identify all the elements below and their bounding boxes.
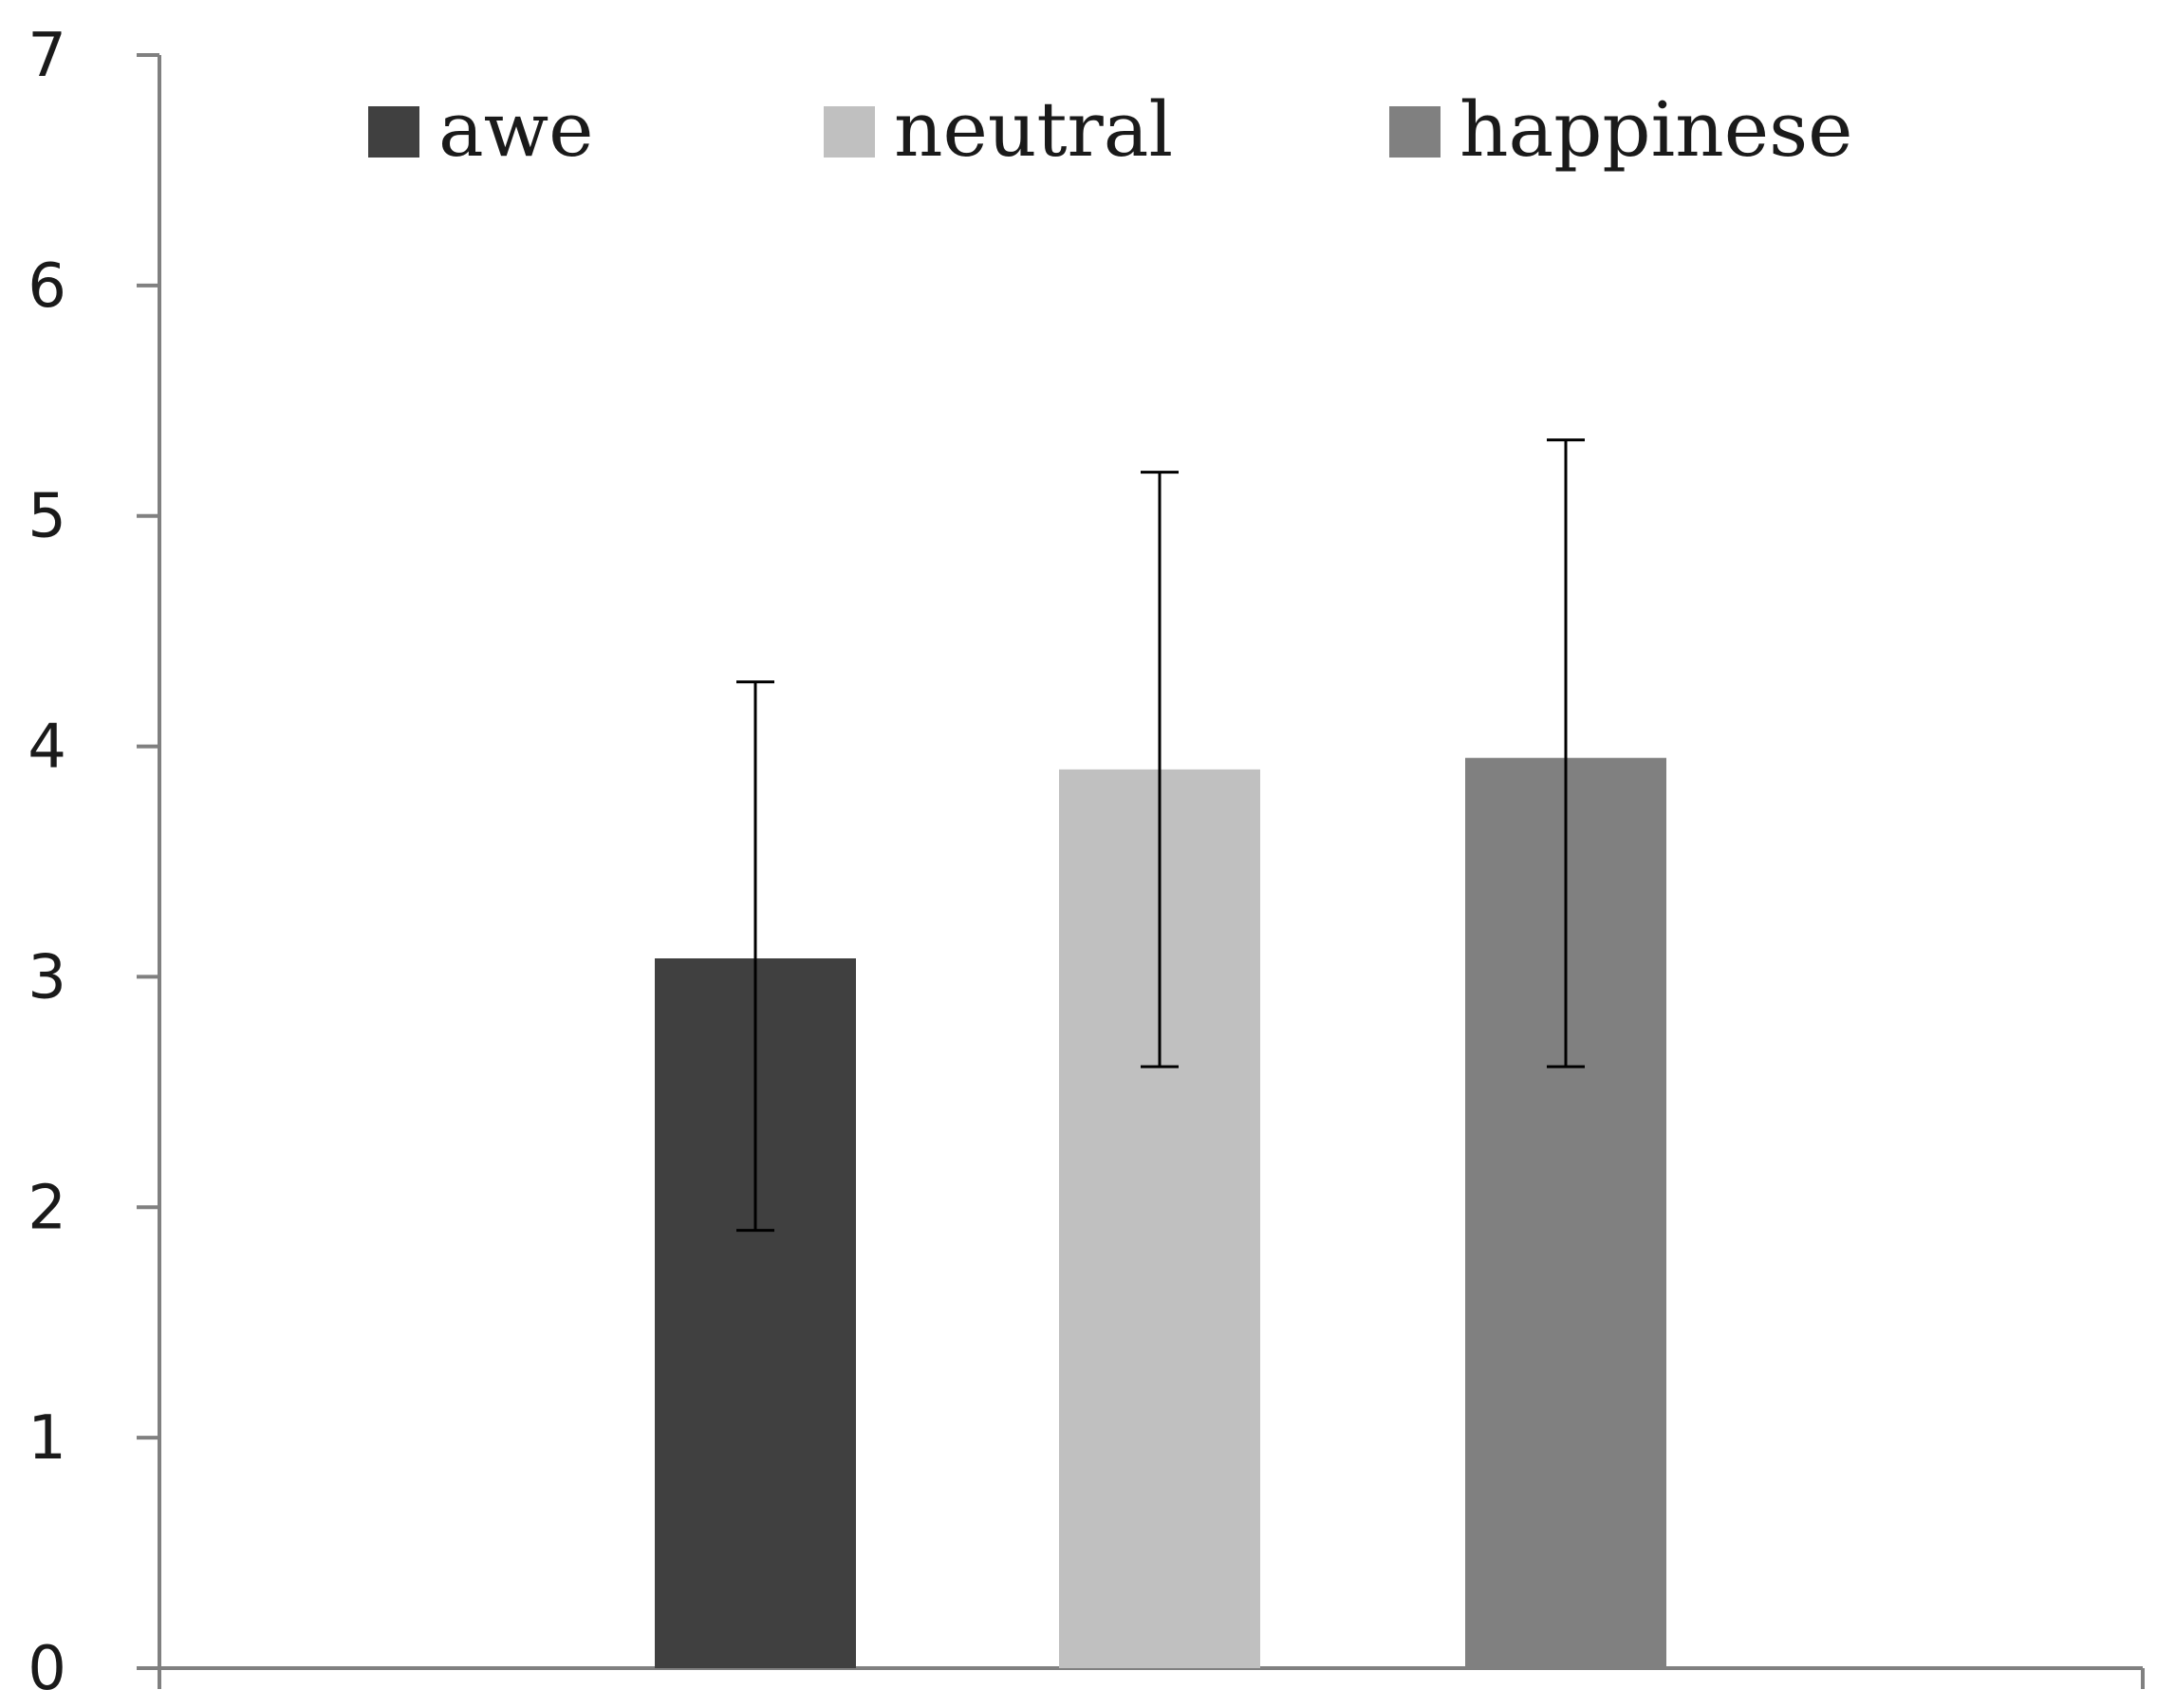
bars-group bbox=[655, 757, 1666, 1668]
y-tick-label: 5 bbox=[28, 482, 66, 552]
legend-label-awe: awe bbox=[438, 85, 594, 174]
y-tick-label: 7 bbox=[28, 21, 66, 91]
legend-swatch-neutral bbox=[824, 106, 875, 158]
legend: awe neutral happinese bbox=[368, 85, 1853, 174]
legend-swatch-happinese bbox=[1389, 106, 1441, 158]
legend-swatch-awe bbox=[368, 106, 419, 158]
legend-label-happinese: happinese bbox=[1459, 85, 1853, 174]
y-tick-label: 1 bbox=[28, 1403, 66, 1474]
y-tick-label: 0 bbox=[28, 1634, 66, 1704]
y-tick-label: 2 bbox=[28, 1173, 66, 1243]
error-bars-group bbox=[736, 438, 1585, 1233]
y-tick-label: 4 bbox=[28, 713, 66, 783]
y-tick-label: 6 bbox=[28, 251, 66, 322]
legend-label-neutral: neutral bbox=[894, 85, 1173, 174]
axes: 0 1 2 3 4 5 6 7 bbox=[28, 21, 2145, 1704]
y-tick-label: 3 bbox=[28, 942, 66, 1012]
